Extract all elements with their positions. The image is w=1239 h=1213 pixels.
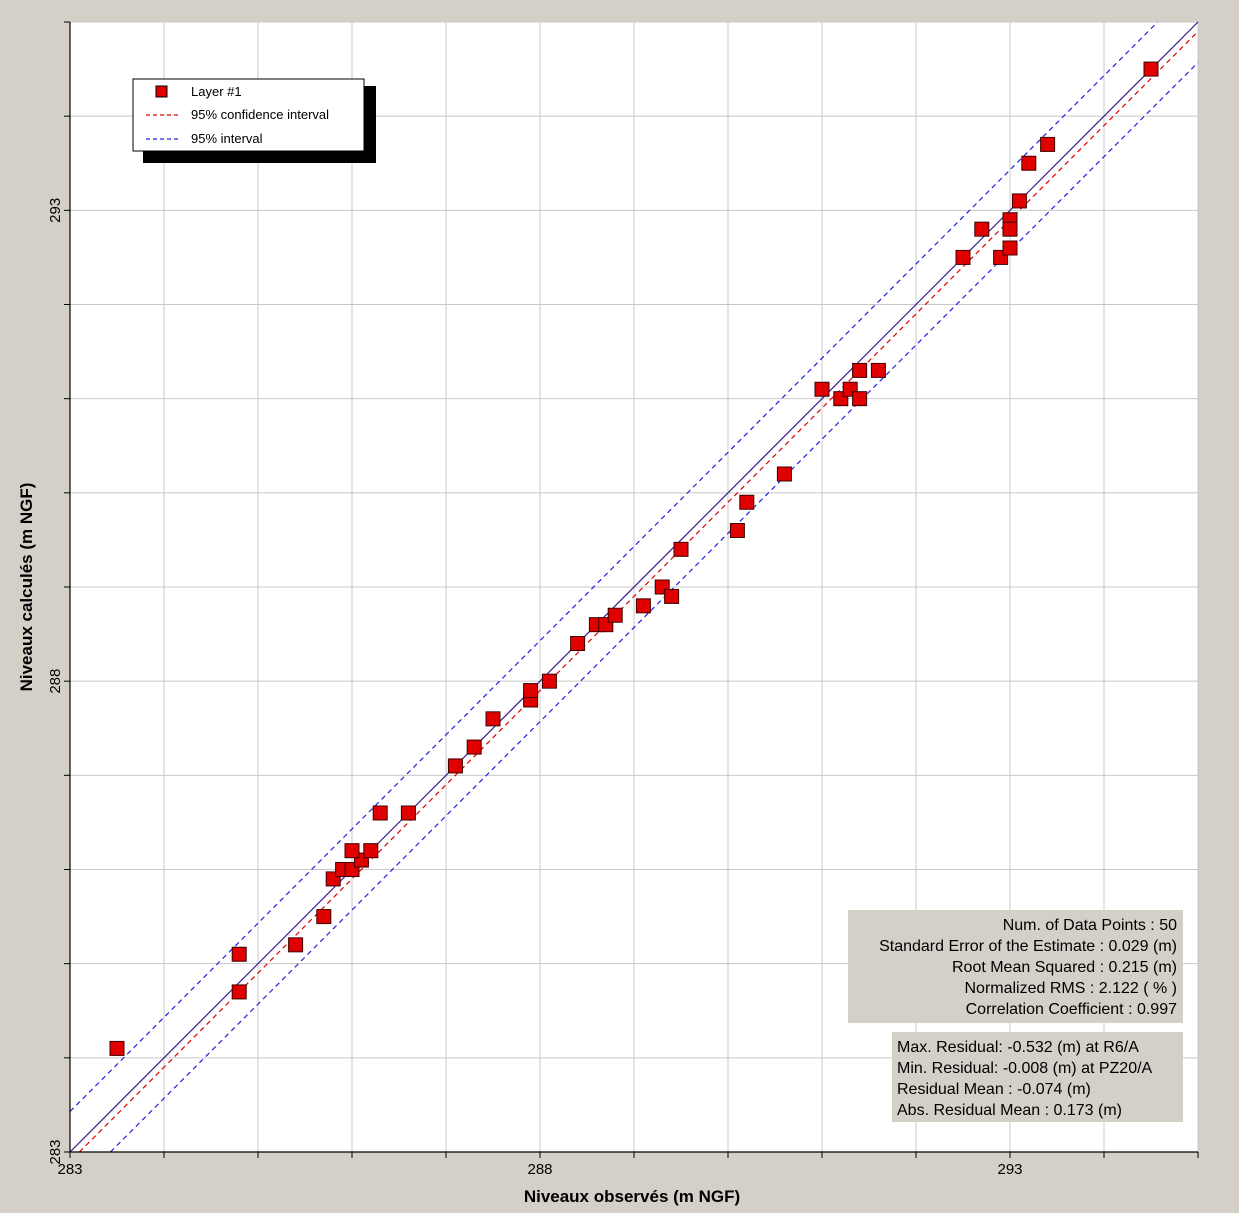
data-point xyxy=(607,607,623,623)
data-point xyxy=(974,221,990,237)
data-point xyxy=(466,739,482,755)
y-axis-title: Niveaux calculés (m NGF) xyxy=(17,483,36,692)
data-point xyxy=(955,249,971,265)
stat-num-points: Num. of Data Points : 50 xyxy=(1003,917,1177,934)
data-point xyxy=(870,362,886,378)
stats-box xyxy=(848,910,1183,1023)
data-point xyxy=(1021,155,1037,171)
y-tick-label: 283 xyxy=(47,1139,64,1164)
data-point xyxy=(814,381,830,397)
reference-line xyxy=(69,21,1199,1153)
data-point xyxy=(231,946,247,962)
stat-normalized-rms: Normalized RMS : 2.122 ( % ) xyxy=(964,980,1177,997)
data-point xyxy=(541,673,557,689)
data-point xyxy=(400,805,416,821)
residuals-box xyxy=(892,1032,1183,1122)
data-point xyxy=(729,523,745,538)
residual-max: Max. Residual: -0.532 (m) at R6/A xyxy=(897,1039,1139,1056)
x-axis-title: Niveaux observés (m NGF) xyxy=(524,1187,740,1206)
legend-box xyxy=(132,78,365,152)
reference-line xyxy=(78,30,1199,1153)
data-point xyxy=(316,909,332,925)
data-point xyxy=(344,843,360,859)
data-point xyxy=(852,391,868,407)
legend-label-interval: 95% interval xyxy=(191,131,263,146)
data-point xyxy=(673,541,689,557)
data-point xyxy=(1040,136,1056,152)
residual-abs-mean: Abs. Residual Mean : 0.173 (m) xyxy=(897,1102,1122,1119)
y-tick-label: 288 xyxy=(47,669,64,694)
stat-std-error: Standard Error of the Estimate : 0.029 (… xyxy=(879,938,1177,955)
stats-panel: Num. of Data Points : 50 Standard Error … xyxy=(848,910,1183,1023)
stat-rms: Root Mean Squared : 0.215 (m) xyxy=(952,959,1177,976)
data-point xyxy=(288,937,304,953)
x-tick-label: 288 xyxy=(527,1161,552,1178)
data-point xyxy=(1143,61,1159,77)
residuals-panel: Max. Residual: -0.532 (m) at R6/A Min. R… xyxy=(892,1032,1183,1122)
y-tick-label: 293 xyxy=(47,198,64,223)
residual-min: Min. Residual: -0.008 (m) at PZ20/A xyxy=(897,1060,1153,1077)
data-point xyxy=(570,636,586,651)
data-points xyxy=(109,61,1159,1056)
data-point xyxy=(635,598,651,614)
data-point xyxy=(363,843,379,859)
data-point xyxy=(109,1040,125,1056)
legend-label-layer1: Layer #1 xyxy=(191,84,242,99)
data-point xyxy=(1002,240,1018,256)
data-point xyxy=(1011,193,1027,209)
stat-correlation: Correlation Coefficient : 0.997 xyxy=(966,1001,1177,1018)
data-point xyxy=(852,362,868,378)
data-point xyxy=(447,758,463,774)
data-point xyxy=(664,588,680,604)
data-point xyxy=(776,466,792,482)
reference-line xyxy=(69,21,1159,1112)
data-point xyxy=(1002,221,1018,237)
data-point xyxy=(739,494,755,510)
axes xyxy=(64,21,1199,1158)
residual-mean: Residual Mean : -0.074 (m) xyxy=(897,1081,1091,1098)
legend: Layer #1 95% confidence interval 95% int… xyxy=(132,78,376,163)
x-tick-label: 293 xyxy=(997,1161,1022,1178)
legend-marker-layer1 xyxy=(155,85,168,98)
data-point xyxy=(523,683,539,699)
data-point xyxy=(231,984,247,1000)
x-tick-label: 283 xyxy=(57,1161,82,1178)
data-point xyxy=(485,711,501,727)
tick-labels: 283 288 293 283 288 293 xyxy=(47,198,1023,1178)
legend-label-confidence: 95% confidence interval xyxy=(191,107,329,122)
data-point xyxy=(372,805,388,821)
